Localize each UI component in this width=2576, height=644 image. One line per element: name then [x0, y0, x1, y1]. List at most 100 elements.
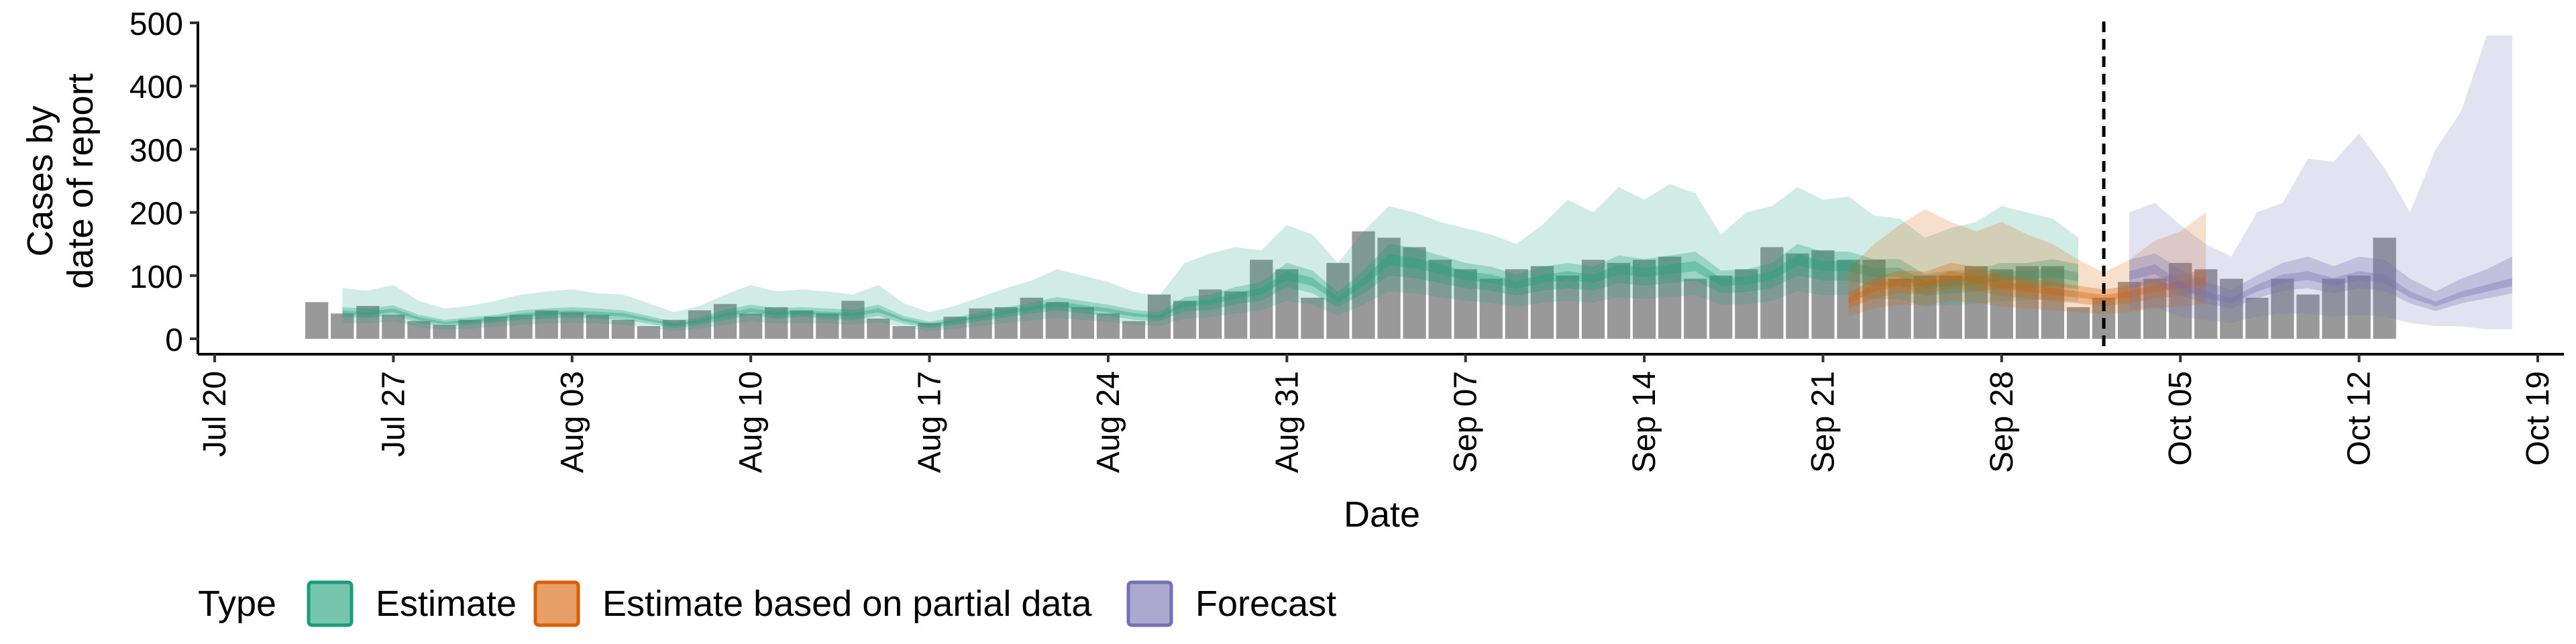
case-bar: [943, 317, 967, 339]
case-bar: [560, 312, 584, 339]
case-bar: [1811, 250, 1835, 339]
inner-interval-ribbon: [1848, 263, 2206, 309]
case-bar: [1709, 275, 1733, 339]
series-0-ribbons: [342, 184, 2078, 331]
legend-label: Estimate based on partial data: [602, 584, 1092, 624]
legend-label: Estimate: [376, 584, 517, 624]
y-tick-label: 200: [129, 197, 183, 232]
case-bar: [969, 308, 992, 339]
case-bar: [1403, 247, 1426, 339]
case-bar: [2373, 237, 2396, 339]
case-bar: [2322, 278, 2345, 339]
x-tick-label: Aug 31: [1269, 371, 1305, 473]
median-ribbon: [342, 254, 2078, 326]
legend-swatch: [307, 580, 354, 627]
x-tick-label: Jul 27: [376, 371, 411, 457]
case-bar: [2245, 297, 2269, 339]
case-bar: [433, 325, 456, 339]
y-tick-label: 500: [129, 7, 183, 42]
case-bar: [1939, 275, 1962, 339]
case-bar: [1045, 302, 1069, 339]
x-tick-label: Aug 03: [555, 371, 590, 473]
case-bar: [1301, 297, 1324, 339]
case-bar: [2296, 294, 2320, 339]
case-bar: [611, 319, 635, 339]
legend: Type Estimate Estimate based on partial d…: [198, 580, 1336, 627]
legend-key-2: [1126, 580, 1173, 627]
case-bar: [2041, 266, 2065, 339]
case-bar: [918, 323, 941, 339]
case-bar: [1530, 266, 1554, 339]
x-tick-label: Jul 20: [197, 371, 233, 457]
case-bar: [1990, 269, 2013, 339]
case-bar: [382, 315, 405, 339]
case-bar: [535, 310, 558, 339]
case-bar: [356, 306, 380, 339]
reported-case-bars: [305, 231, 2396, 339]
inner-interval-ribbon: [2129, 253, 2512, 311]
case-bar: [1760, 247, 1784, 339]
legend-swatch: [533, 580, 580, 627]
case-bar: [637, 326, 661, 339]
x-axis-title: Date: [1344, 494, 1420, 535]
case-bar: [765, 307, 788, 339]
case-bar: [1377, 237, 1401, 339]
case-bar: [1199, 289, 1222, 339]
x-tick-label: Oct 19: [2520, 371, 2556, 466]
case-bar: [1275, 269, 1299, 339]
case-bar: [1837, 260, 1860, 339]
legend-label: Forecast: [1195, 584, 1336, 624]
case-bar: [2143, 278, 2167, 339]
x-tick-label: Aug 17: [912, 371, 948, 473]
case-bar: [1862, 260, 1886, 339]
x-tick-label: Aug 10: [733, 371, 769, 473]
case-bar: [509, 315, 533, 339]
x-tick-label: Sep 14: [1627, 371, 1662, 473]
case-bar: [1352, 231, 1375, 339]
y-axis-title-line-1: Cases by: [20, 105, 60, 256]
outer-interval-ribbon: [1848, 209, 2206, 317]
x-tick-label: Aug 24: [1091, 371, 1126, 473]
legend-title: Type: [198, 584, 276, 624]
case-bar: [713, 304, 737, 339]
case-bar: [2169, 262, 2192, 339]
case-bar: [458, 319, 482, 339]
case-bar: [1888, 278, 1911, 339]
case-bar: [662, 319, 686, 339]
outer-interval-ribbon: [342, 184, 2078, 331]
median-ribbon: [2129, 264, 2512, 307]
case-bar: [2015, 266, 2039, 339]
case-bar: [1479, 278, 1503, 339]
case-bar: [1735, 269, 1758, 339]
case-bar: [1658, 256, 1682, 339]
case-bar: [2117, 282, 2141, 339]
case-bar: [688, 310, 712, 339]
case-bar: [2271, 278, 2294, 339]
case-bar: [867, 318, 890, 339]
x-tick-label: Oct 05: [2163, 371, 2198, 466]
case-bar: [1913, 275, 1937, 339]
case-bar: [1428, 260, 1452, 339]
case-bar: [1556, 275, 1580, 339]
case-bar: [586, 315, 609, 339]
case-bar: [2066, 307, 2090, 339]
x-tick-label: Sep 07: [1448, 371, 1484, 473]
case-bar: [1250, 260, 1273, 339]
inner-interval-ribbon: [342, 244, 2078, 328]
y-axis-title-line-2: date of report: [60, 73, 101, 288]
case-bar: [407, 321, 431, 339]
x-tick-label: Sep 21: [1805, 371, 1841, 473]
legend-key-1: [533, 580, 580, 627]
y-tick-label: 400: [129, 70, 183, 105]
x-tick-label: Oct 12: [2342, 371, 2377, 466]
outer-interval-ribbon: [2129, 35, 2512, 329]
case-bar: [1020, 297, 1043, 339]
legend-swatch: [1126, 580, 1173, 627]
case-bar: [484, 317, 507, 339]
case-bar: [2194, 269, 2218, 339]
case-bar: [1607, 262, 1631, 339]
case-bar: [1326, 262, 1350, 339]
case-bar: [305, 302, 329, 339]
case-bar: [1122, 321, 1146, 339]
